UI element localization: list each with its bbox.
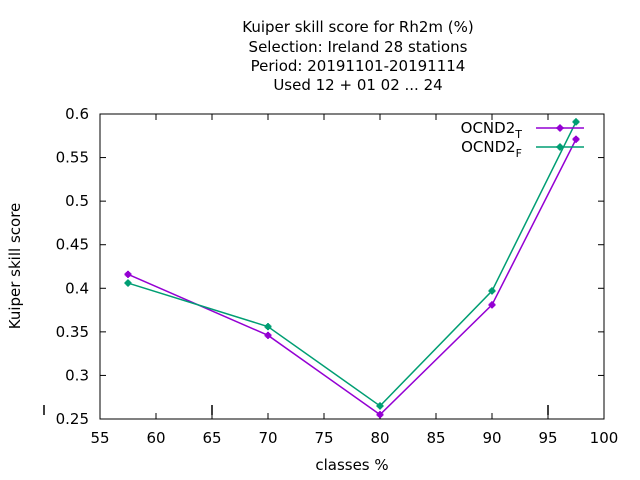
x-tick-label: 60 <box>146 429 165 447</box>
x-axis: 55 60 65 70 75 80 85 90 95 100 <box>90 114 618 447</box>
series-1-point <box>572 135 580 143</box>
plot-frame <box>99 113 605 420</box>
x-tick-label: 75 <box>314 429 333 447</box>
title-line-4: Used 12 + 01 02 ... 24 <box>273 76 442 94</box>
title-line-1: Kuiper skill score for Rh2m (%) <box>242 18 474 36</box>
title-line-3: Period: 20191101-20191114 <box>251 57 466 75</box>
series-line-1 <box>127 138 577 416</box>
y-axis: 0.25 0.3 0.35 0.4 0.45 0.5 0.55 0.6 <box>56 105 604 428</box>
title-line-2: Selection: Ireland 28 stations <box>249 38 468 56</box>
series-1-point <box>376 411 384 419</box>
legend-marker-2 <box>556 143 564 151</box>
x-tick-label: 85 <box>426 429 445 447</box>
y-tick-label: 0.5 <box>65 192 89 210</box>
y-tick-label: 0.25 <box>56 410 89 428</box>
series-2-point <box>376 402 384 410</box>
x-tick-label: 70 <box>258 429 277 447</box>
series-1-point <box>488 301 496 309</box>
y-tick-label: 0.4 <box>65 279 89 297</box>
y-tick-label: 0.3 <box>65 366 89 384</box>
x-tick-label: 95 <box>538 429 557 447</box>
x-tick-label: 90 <box>482 429 501 447</box>
x-tick-label: 100 <box>590 429 619 447</box>
series-2-point <box>572 118 580 126</box>
series-1-point <box>124 270 132 278</box>
y-tick-label: 0.55 <box>56 149 89 167</box>
x-tick-label: 80 <box>370 429 389 447</box>
x-axis-label: classes % <box>315 456 388 474</box>
x-tick-label: 65 <box>202 429 221 447</box>
y-axis-label: Kuiper skill score <box>6 203 24 330</box>
series-2-point <box>124 279 132 287</box>
series-line-2 <box>127 121 577 407</box>
y-tick-label: 0.6 <box>65 105 89 123</box>
series-1-point <box>264 331 272 339</box>
y-tick-label: 0.45 <box>56 236 89 254</box>
legend-marker-1 <box>556 124 564 132</box>
legend-label-2: OCND2F <box>461 138 522 160</box>
y-tick-label: 0.35 <box>56 323 89 341</box>
series-2-point <box>488 287 496 295</box>
chart-title: Kuiper skill score for Rh2m (%) Selectio… <box>242 18 474 94</box>
x-tick-label: 55 <box>90 429 109 447</box>
series-2-point <box>264 323 272 331</box>
legend-label-1: OCND2T <box>461 119 523 141</box>
series-layer <box>124 118 580 419</box>
